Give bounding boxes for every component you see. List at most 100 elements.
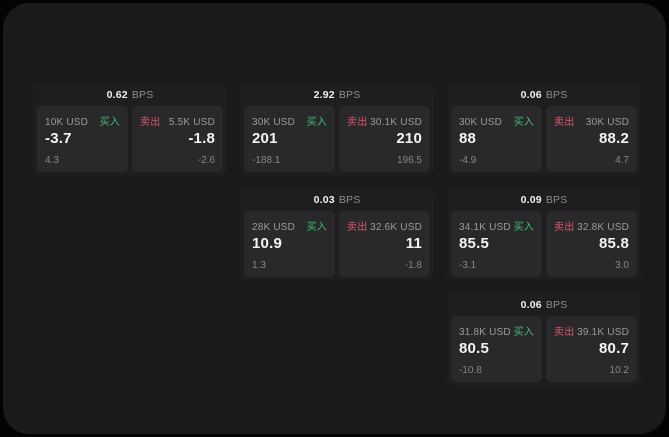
sell-labels: 卖出 30K USD bbox=[554, 113, 629, 128]
quote-card: 0.06 BPS 30K USD 买入 88 -4.9 卖出 30K USD bbox=[447, 83, 641, 176]
buy-delta: -10.8 bbox=[459, 365, 482, 376]
sell-side-label: 卖出 bbox=[347, 222, 368, 233]
bps-unit: BPS bbox=[545, 88, 568, 101]
quotes-panel: 0.62 BPS 10K USD 买入 -3.7 4.3 卖出 5.5K USD bbox=[3, 3, 666, 434]
sell-side-label: 卖出 bbox=[140, 117, 161, 128]
sell-quote-tile[interactable]: 卖出 30K USD 88.2 4.7 bbox=[546, 106, 637, 172]
buy-size: 30K USD bbox=[252, 117, 296, 128]
bps-value: 2.92 bbox=[313, 88, 335, 101]
buy-delta: -188.1 bbox=[252, 155, 281, 166]
bps-header: 0.06 BPS bbox=[447, 83, 641, 106]
sell-side-label: 卖出 bbox=[554, 222, 575, 233]
buy-side-label: 买入 bbox=[513, 327, 534, 338]
buy-side-label: 买入 bbox=[99, 117, 120, 128]
quote-card: 0.09 BPS 34.1K USD 买入 85.5 -3.1 卖出 32.8K… bbox=[447, 188, 641, 281]
sell-quote-tile[interactable]: 卖出 32.8K USD 85.8 3.0 bbox=[546, 211, 637, 277]
quote-card: 0.03 BPS 28K USD 买入 10.9 1.3 卖出 32.6K US… bbox=[240, 188, 434, 281]
sell-size: 39.1K USD bbox=[577, 327, 629, 338]
sell-price: 88.2 bbox=[599, 130, 629, 147]
buy-size: 31.8K USD bbox=[459, 327, 511, 338]
buy-labels: 30K USD 买入 bbox=[459, 113, 534, 128]
buy-price: -3.7 bbox=[45, 130, 72, 147]
buy-size: 28K USD bbox=[252, 222, 296, 233]
bps-header: 0.06 BPS bbox=[447, 293, 641, 316]
sell-price: 210 bbox=[396, 130, 422, 147]
sell-delta: 3.0 bbox=[615, 260, 629, 271]
sell-size: 5.5K USD bbox=[168, 117, 215, 128]
quote-body: 28K USD 买入 10.9 1.3 卖出 32.6K USD 11 -1.8 bbox=[240, 211, 434, 281]
bps-unit: BPS bbox=[545, 298, 568, 311]
sell-delta: -1.8 bbox=[404, 260, 422, 271]
sell-quote-tile[interactable]: 卖出 5.5K USD -1.8 -2.6 bbox=[132, 106, 223, 172]
sell-labels: 卖出 32.8K USD bbox=[554, 218, 629, 233]
sell-labels: 卖出 5.5K USD bbox=[140, 113, 215, 128]
sell-price: 11 bbox=[405, 235, 422, 252]
sell-size: 32.6K USD bbox=[370, 222, 422, 233]
quote-body: 34.1K USD 买入 85.5 -3.1 卖出 32.8K USD 85.8… bbox=[447, 211, 641, 281]
bps-value: 0.09 bbox=[520, 193, 542, 206]
bps-unit: BPS bbox=[338, 193, 361, 206]
sell-side-label: 卖出 bbox=[347, 117, 368, 128]
buy-quote-tile[interactable]: 34.1K USD 买入 85.5 -3.1 bbox=[451, 211, 542, 277]
buy-delta: -3.1 bbox=[459, 260, 477, 271]
buy-side-label: 买入 bbox=[306, 222, 327, 233]
quote-body: 30K USD 买入 201 -188.1 卖出 30.1K USD 210 1… bbox=[240, 106, 434, 176]
buy-quote-tile[interactable]: 30K USD 买入 201 -188.1 bbox=[244, 106, 335, 172]
bps-header: 0.62 BPS bbox=[33, 83, 227, 106]
sell-delta: -2.6 bbox=[197, 155, 215, 166]
buy-side-label: 买入 bbox=[513, 222, 534, 233]
sell-delta: 196.5 bbox=[396, 155, 422, 166]
sell-quote-tile[interactable]: 卖出 32.6K USD 11 -1.8 bbox=[339, 211, 430, 277]
bps-unit: BPS bbox=[131, 88, 154, 101]
bps-header: 2.92 BPS bbox=[240, 83, 434, 106]
bps-value: 0.06 bbox=[520, 88, 542, 101]
bps-value: 0.03 bbox=[313, 193, 335, 206]
buy-side-label: 买入 bbox=[306, 117, 327, 128]
sell-size: 32.8K USD bbox=[577, 222, 629, 233]
buy-price: 80.5 bbox=[459, 340, 489, 357]
sell-delta: 10.2 bbox=[609, 365, 629, 376]
quote-card: 0.62 BPS 10K USD 买入 -3.7 4.3 卖出 5.5K USD bbox=[33, 83, 227, 176]
sell-side-label: 卖出 bbox=[554, 117, 575, 128]
sell-labels: 卖出 32.6K USD bbox=[347, 218, 422, 233]
quote-grid: 0.62 BPS 10K USD 买入 -3.7 4.3 卖出 5.5K USD bbox=[33, 83, 641, 386]
quote-body: 10K USD 买入 -3.7 4.3 卖出 5.5K USD -1.8 -2.… bbox=[33, 106, 227, 176]
bps-unit: BPS bbox=[338, 88, 361, 101]
buy-quote-tile[interactable]: 31.8K USD 买入 80.5 -10.8 bbox=[451, 316, 542, 382]
buy-quote-tile[interactable]: 28K USD 买入 10.9 1.3 bbox=[244, 211, 335, 277]
sell-size: 30.1K USD bbox=[370, 117, 422, 128]
buy-side-label: 买入 bbox=[513, 117, 534, 128]
sell-size: 30K USD bbox=[585, 117, 629, 128]
buy-price: 85.5 bbox=[459, 235, 489, 252]
buy-labels: 31.8K USD 买入 bbox=[459, 323, 534, 338]
buy-size: 30K USD bbox=[459, 117, 503, 128]
buy-labels: 30K USD 买入 bbox=[252, 113, 327, 128]
buy-labels: 10K USD 买入 bbox=[45, 113, 120, 128]
buy-price: 201 bbox=[252, 130, 278, 147]
buy-price: 10.9 bbox=[252, 235, 282, 252]
buy-size: 10K USD bbox=[45, 117, 89, 128]
buy-quote-tile[interactable]: 30K USD 买入 88 -4.9 bbox=[451, 106, 542, 172]
sell-price: 85.8 bbox=[599, 235, 629, 252]
sell-quote-tile[interactable]: 卖出 30.1K USD 210 196.5 bbox=[339, 106, 430, 172]
buy-quote-tile[interactable]: 10K USD 买入 -3.7 4.3 bbox=[37, 106, 128, 172]
buy-labels: 28K USD 买入 bbox=[252, 218, 327, 233]
bps-header: 0.09 BPS bbox=[447, 188, 641, 211]
bps-value: 0.62 bbox=[106, 88, 128, 101]
sell-delta: 4.7 bbox=[615, 155, 629, 166]
sell-labels: 卖出 30.1K USD bbox=[347, 113, 422, 128]
quote-body: 31.8K USD 买入 80.5 -10.8 卖出 39.1K USD 80.… bbox=[447, 316, 641, 386]
sell-price: -1.8 bbox=[188, 130, 215, 147]
sell-quote-tile[interactable]: 卖出 39.1K USD 80.7 10.2 bbox=[546, 316, 637, 382]
buy-delta: 1.3 bbox=[252, 260, 266, 271]
bps-value: 0.06 bbox=[520, 298, 542, 311]
quote-body: 30K USD 买入 88 -4.9 卖出 30K USD 88.2 4.7 bbox=[447, 106, 641, 176]
buy-price: 88 bbox=[459, 130, 477, 147]
buy-delta: 4.3 bbox=[45, 155, 59, 166]
quote-card: 2.92 BPS 30K USD 买入 201 -188.1 卖出 30.1K … bbox=[240, 83, 434, 176]
buy-size: 34.1K USD bbox=[459, 222, 511, 233]
buy-delta: -4.9 bbox=[459, 155, 477, 166]
sell-price: 80.7 bbox=[599, 340, 629, 357]
buy-labels: 34.1K USD 买入 bbox=[459, 218, 534, 233]
bps-unit: BPS bbox=[545, 193, 568, 206]
